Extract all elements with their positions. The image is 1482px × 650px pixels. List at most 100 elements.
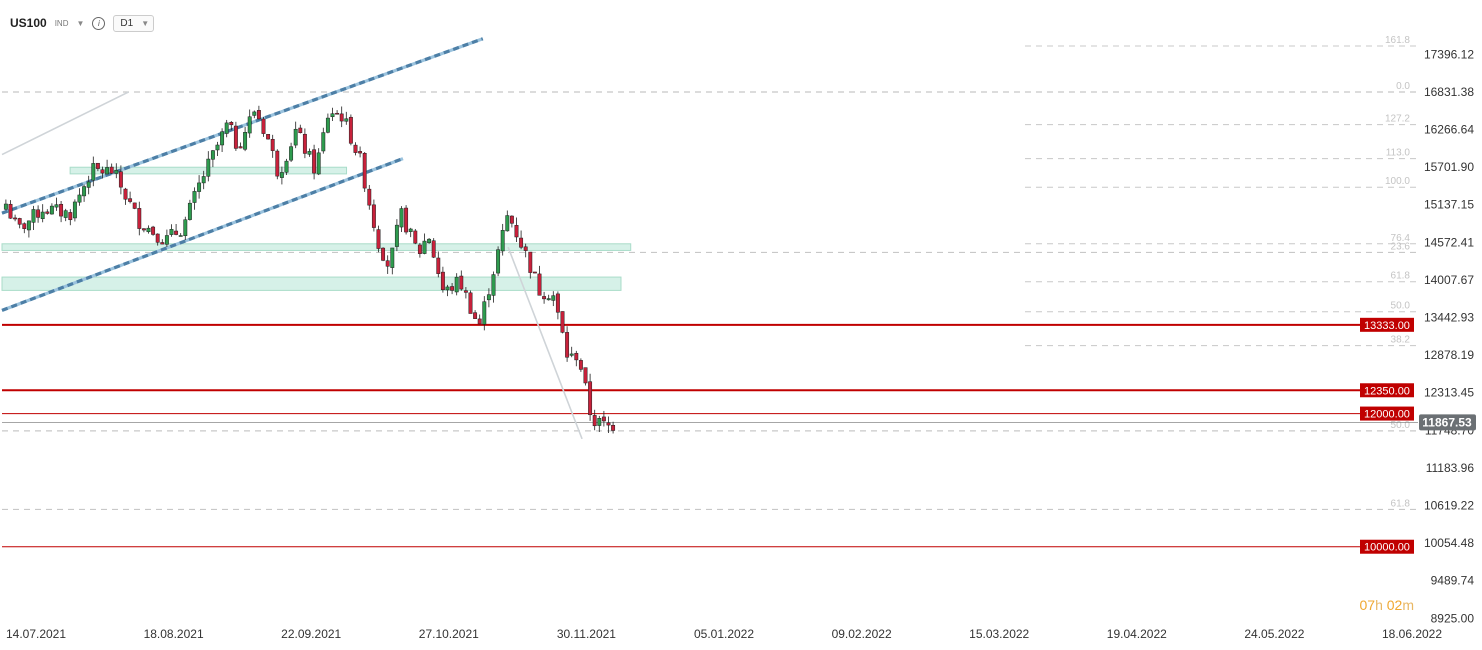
candle: [450, 283, 455, 295]
bearish-candle-body: [100, 169, 105, 174]
candle: [72, 199, 77, 222]
x-tick-label: 14.07.2021: [6, 627, 66, 641]
bullish-candle-body: [105, 167, 110, 175]
fib-level-label: 161.8: [1385, 35, 1410, 46]
candle: [256, 105, 261, 120]
bearish-candle-body: [118, 171, 123, 188]
bearish-candle-body: [606, 422, 611, 426]
candle: [555, 291, 560, 320]
bearish-candle-body: [555, 293, 560, 313]
y-tick-label: 13442.93: [1424, 310, 1474, 324]
candle: [436, 251, 441, 278]
candle: [128, 191, 133, 204]
channel-line-dash: [1, 157, 404, 312]
y-tick-label: 16831.38: [1424, 85, 1474, 99]
bearish-candle-body: [537, 273, 542, 296]
bearish-candle-body: [565, 332, 570, 358]
level-badge[interactable]: [1360, 406, 1414, 421]
bearish-candle-body: [560, 311, 565, 333]
bullish-candle-body: [178, 235, 183, 237]
bearish-candle-body: [381, 247, 386, 261]
fib-level-label: 50.0: [1391, 301, 1411, 312]
x-tick-label: 19.04.2022: [1107, 627, 1167, 641]
bullish-candle-body: [289, 146, 294, 161]
candle: [8, 200, 13, 219]
level-badge-label: 12000.00: [1364, 409, 1410, 421]
bullish-candle-body: [505, 215, 510, 232]
candle: [261, 116, 266, 137]
fib-level-label: 38.2: [1391, 335, 1411, 346]
candle: [381, 247, 386, 262]
candle: [26, 220, 31, 238]
candle: [302, 128, 307, 159]
bearish-candle-body: [109, 166, 114, 174]
candle: [390, 247, 395, 275]
bullish-candle-body: [146, 227, 151, 233]
candle: [519, 230, 524, 250]
candle: [505, 210, 510, 232]
level-badge[interactable]: [1360, 317, 1414, 332]
level-badge[interactable]: [1360, 383, 1414, 398]
candle: [551, 291, 556, 307]
candle: [95, 162, 100, 172]
candle: [233, 121, 238, 151]
bullish-candle-body: [169, 229, 174, 235]
bearish-candle-body: [22, 223, 27, 229]
bearish-candle-body: [13, 217, 18, 220]
candle: [174, 223, 179, 236]
candle: [3, 199, 8, 211]
bullish-candle-body: [321, 132, 326, 152]
bullish-candle-body: [183, 219, 188, 237]
bearish-candle-body: [155, 233, 160, 243]
candle: [289, 142, 294, 163]
level-badge[interactable]: [1360, 539, 1414, 554]
bearish-candle-body: [588, 381, 593, 416]
bullish-candle-body: [399, 208, 404, 228]
candle: [542, 291, 547, 304]
candle: [335, 110, 340, 115]
trend-line: [1, 91, 129, 156]
y-tick-label: 8925.00: [1431, 611, 1475, 625]
symbol-label[interactable]: US100: [10, 16, 47, 30]
chevron-down-icon: ▼: [141, 18, 150, 28]
bar-countdown: 07h 02m: [1359, 597, 1414, 613]
candle: [220, 128, 225, 153]
x-tick-label: 22.09.2021: [281, 627, 341, 641]
bullish-candle-body: [284, 160, 289, 173]
fib-level-label: 23.6: [1391, 241, 1411, 252]
bullish-candle-body: [486, 294, 491, 301]
candle: [105, 159, 110, 175]
bearish-candle-body: [601, 416, 606, 422]
candle: [376, 225, 381, 253]
candle: [417, 242, 422, 258]
bearish-candle-body: [440, 271, 445, 291]
bullish-candle-body: [187, 202, 192, 220]
fib-level-label: 61.8: [1391, 271, 1411, 282]
candle: [477, 314, 482, 325]
fibonacci-levels: 161.8 0.0 127.2 113.0 100.0 76.423.6 61.8 50.0 3…: [2, 35, 1418, 511]
candle: [344, 111, 349, 125]
candle: [404, 205, 409, 235]
info-icon[interactable]: i: [92, 16, 106, 30]
x-tick-label: 05.01.2022: [694, 627, 754, 641]
candlesticks: [3, 105, 616, 434]
bullish-candle-body: [82, 186, 87, 197]
candle: [54, 197, 59, 211]
countdown-minutes-unit: m: [1402, 597, 1414, 613]
candle: [266, 134, 271, 140]
candle: [36, 205, 41, 223]
trend-line: [507, 246, 583, 440]
chevron-down-icon[interactable]: ▼: [76, 18, 85, 28]
candle: [427, 238, 432, 244]
candle: [468, 290, 473, 314]
y-tick-label: 9489.74: [1431, 574, 1475, 588]
bullish-candle-body: [316, 152, 321, 175]
candle: [574, 350, 579, 367]
fib-level-label: 100.0: [1385, 176, 1410, 187]
timeframe-select[interactable]: D1 ▼: [113, 14, 155, 32]
candle: [31, 205, 36, 230]
bullish-candle-body: [454, 276, 459, 293]
candle: [597, 415, 602, 433]
bullish-candle-body: [197, 182, 202, 192]
